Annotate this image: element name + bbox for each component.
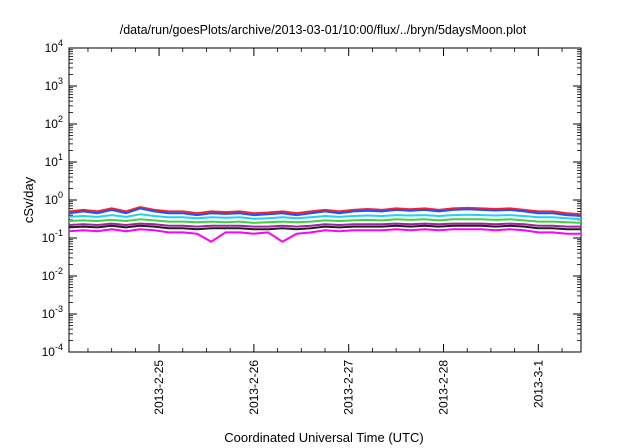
series-line-3 [68, 213, 582, 221]
x-tick-label: 2013-2-25 [152, 360, 166, 415]
x-tick-label: 2013-2-28 [437, 360, 451, 415]
series-line-2 [68, 207, 582, 217]
y-tick-label: 10-4 [42, 342, 63, 359]
y-tick-label: 103 [45, 76, 63, 93]
chart-title: /data/run/goesPlots/archive/2013-03-01/1… [120, 23, 527, 37]
y-tick-label: 100 [45, 190, 63, 207]
y-tick-label: 102 [45, 114, 63, 131]
x-tick-label: 2013-2-27 [342, 360, 356, 415]
y-tick-label: 104 [45, 38, 63, 55]
x-axis: 2013-2-25 2013-2-26 2013-2-27 2013-2-28 2013… [87, 48, 563, 415]
y-axis: 10-4 10-3 10-2 10-1 100 101 102 103 104 [42, 38, 581, 359]
y-tick-label: 10-3 [42, 304, 63, 321]
series-layer [68, 206, 582, 243]
y-tick-label: 10-2 [42, 266, 63, 283]
series-line-5 [68, 222, 581, 228]
y-tick-label: 101 [45, 152, 63, 169]
series-line-4 [68, 218, 582, 224]
x-axis-label: Coordinated Universal Time (UTC) [224, 430, 423, 445]
series-line-1 [68, 206, 582, 216]
x-tick-label: 2013-3-1 [531, 360, 545, 408]
y-tick-label: 10-1 [42, 228, 63, 245]
series-line-7 [68, 228, 581, 243]
y-axis-label: cSv/day [21, 176, 36, 223]
x-tick-label: 2013-2-26 [247, 360, 261, 415]
plot-frame [68, 47, 582, 353]
series-line-6 [68, 224, 581, 231]
